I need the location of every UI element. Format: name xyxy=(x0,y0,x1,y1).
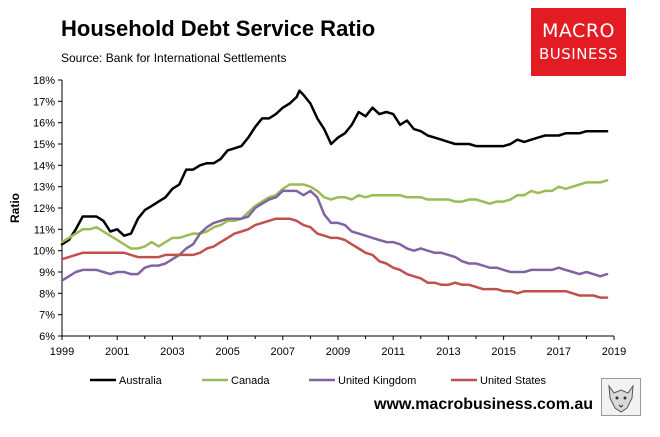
series-line-australia xyxy=(60,89,609,246)
y-tick-label: 14% xyxy=(33,160,55,172)
y-tick-label: 11% xyxy=(34,224,55,236)
series-line-united-states xyxy=(60,217,609,299)
macrobusiness-logo: MACRO BUSINESS xyxy=(531,8,626,76)
logo-line-2: BUSINESS xyxy=(539,45,618,63)
chart-title: Household Debt Service Ratio xyxy=(61,16,376,41)
legend-label-united-states: United States xyxy=(480,375,547,387)
x-tick-label: 2003 xyxy=(160,346,184,358)
series-line-united-kingdom xyxy=(60,189,609,282)
legend-label-united-kingdom: United Kingdom xyxy=(338,375,416,387)
y-tick-label: 13% xyxy=(33,182,55,194)
x-tick-label: 2007 xyxy=(271,346,295,358)
y-tick-label: 6% xyxy=(39,331,55,343)
x-tick-label: 2009 xyxy=(326,346,350,358)
chart-series xyxy=(60,89,609,299)
y-tick-label: 8% xyxy=(39,288,55,300)
chart-legend: Australia Canada United Kingdom United Stat… xyxy=(90,375,547,387)
y-tick-label: 16% xyxy=(33,118,55,130)
series-line-canada xyxy=(60,179,609,250)
legend-label-canada: Canada xyxy=(231,375,270,387)
y-tick-label: 10% xyxy=(33,246,55,258)
logo-line-1: MACRO xyxy=(542,20,615,42)
x-tick-label: 2013 xyxy=(436,346,460,358)
y-tick-label: 18% xyxy=(33,75,55,87)
y-tick-label: 9% xyxy=(39,267,55,279)
y-tick-label: 17% xyxy=(33,96,55,108)
x-tick-label: 2001 xyxy=(105,346,129,358)
x-tick-label: 2005 xyxy=(215,346,239,358)
legend-label-australia: Australia xyxy=(119,375,163,387)
wolf-head-icon xyxy=(601,378,641,416)
chart-source: Source: Bank for International Settlemen… xyxy=(61,51,287,65)
y-tick-label: 12% xyxy=(33,203,55,215)
x-tick-label: 2015 xyxy=(491,346,515,358)
y-tick-label: 7% xyxy=(39,310,55,322)
x-tick-label: 2019 xyxy=(602,346,626,358)
website-url: www.macrobusiness.com.au xyxy=(374,396,594,413)
x-tick-label: 2017 xyxy=(547,346,571,358)
x-tick-label: 2011 xyxy=(381,346,405,358)
x-tick-label: 1999 xyxy=(50,346,74,358)
y-tick-label: 15% xyxy=(33,139,55,151)
chart-axes: 6% 7% 8% 9% 10% 11% 12% 13% 14% 15% 16% 17% 18% 1999 2… xyxy=(8,75,626,358)
y-axis-title: Ratio xyxy=(8,193,22,223)
